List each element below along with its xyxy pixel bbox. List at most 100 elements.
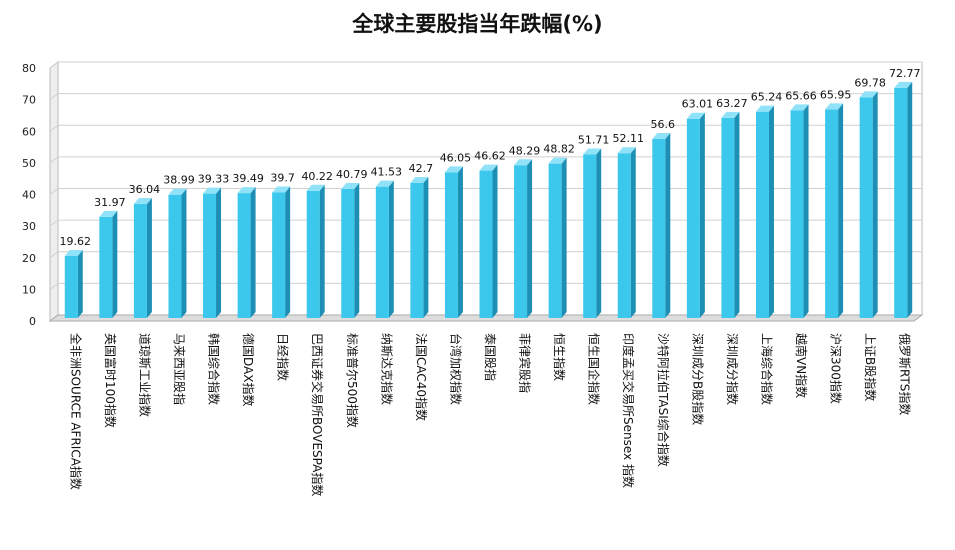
data-label: 39.33 <box>198 173 230 186</box>
gridline-side <box>49 251 59 259</box>
x-tick-label: 全非洲SOURCE AFRICA指数 <box>68 333 83 490</box>
bar-top <box>894 81 913 88</box>
bar-front <box>548 163 562 318</box>
data-label: 56.6 <box>651 118 676 131</box>
x-axis-labels: 全非洲SOURCE AFRICA指数 英国富时100指数 道琼斯工业指数 马来西亚股指… <box>68 333 912 496</box>
x-tick-label: 沙特阿拉伯TASI综合指数 <box>656 333 671 467</box>
bar <box>755 105 774 318</box>
data-label: 38.99 <box>163 174 195 187</box>
bar-front <box>652 139 666 318</box>
bar-side <box>181 188 187 318</box>
bar-top <box>99 210 118 217</box>
bar-front <box>237 193 251 318</box>
x-tick-label: 日经指数 <box>276 333 291 381</box>
bar-front <box>272 192 286 318</box>
data-label: 39.7 <box>270 171 295 184</box>
bar-side <box>457 166 463 318</box>
y-tick-label: 20 <box>22 252 36 265</box>
bar-top <box>203 187 222 194</box>
data-label: 36.04 <box>129 183 161 196</box>
bar <box>375 180 394 318</box>
gridline-side <box>49 124 59 132</box>
y-tick-label: 50 <box>22 157 36 170</box>
bar <box>237 187 256 318</box>
bar <box>859 91 878 319</box>
bar-side <box>146 198 152 318</box>
x-tick-label: 马来西亚股指 <box>172 333 187 405</box>
bar-top <box>341 183 360 190</box>
bar-top <box>755 105 774 112</box>
y-tick-label: 60 <box>22 125 36 138</box>
bar-top <box>306 184 325 191</box>
y-tick-label: 10 <box>22 283 36 296</box>
bar-top <box>721 111 740 118</box>
bar-top <box>237 187 256 194</box>
bar-top <box>133 198 152 205</box>
bar-side <box>734 111 740 318</box>
bar-side <box>319 184 325 318</box>
bar-front <box>203 193 217 318</box>
data-label: 69.78 <box>854 76 886 89</box>
x-tick-label: 深圳成分B股指数 <box>690 333 705 425</box>
bar-top <box>686 112 705 119</box>
bar-front <box>617 153 631 318</box>
bar-top <box>514 159 533 166</box>
bar-front <box>64 255 78 318</box>
data-label: 46.05 <box>440 151 472 164</box>
bar-front <box>859 97 873 319</box>
bar <box>825 103 844 318</box>
bar <box>686 112 705 319</box>
x-tick-label: 印度孟买交易所Sensex 指数 <box>621 333 636 488</box>
bar-side <box>423 176 429 318</box>
x-tick-label: 菲律宾股指 <box>518 333 533 393</box>
bar <box>652 133 671 318</box>
bar-top <box>583 148 602 155</box>
bar-top <box>272 186 291 193</box>
gridline-side <box>49 156 59 164</box>
bar-top <box>375 180 394 187</box>
bar-side <box>561 157 567 318</box>
bar-front <box>444 172 458 318</box>
bar <box>341 183 360 318</box>
x-tick-label: 沪深300指数 <box>829 333 844 404</box>
bar-side <box>77 249 83 318</box>
bar <box>203 187 222 318</box>
data-label: 65.66 <box>785 89 817 102</box>
data-label: 46.62 <box>474 150 506 163</box>
x-tick-label: 法国CAC40指数 <box>414 333 429 421</box>
data-label: 65.95 <box>820 88 852 101</box>
bar-side <box>354 183 360 318</box>
bar-front <box>375 186 389 318</box>
bar <box>514 159 533 318</box>
bar-front <box>583 154 597 318</box>
data-label: 40.79 <box>336 168 368 181</box>
bar <box>548 157 567 318</box>
bar-top <box>168 188 187 195</box>
bar-front <box>410 182 424 318</box>
bar-front <box>514 165 528 318</box>
x-tick-label: 泰国股指 <box>483 333 498 381</box>
x-tick-label: 英国富时100指数 <box>103 333 118 428</box>
bar-front <box>306 190 320 318</box>
bar-top <box>410 176 429 183</box>
bar-top <box>790 104 809 111</box>
bar <box>64 249 83 318</box>
data-label: 40.22 <box>301 170 333 183</box>
bar <box>168 188 187 318</box>
chart-title: 全球主要股指当年跌幅(%) <box>352 12 603 36</box>
bar-side <box>216 187 222 318</box>
data-label: 48.29 <box>509 144 541 157</box>
bar-top <box>479 164 498 171</box>
data-label: 41.53 <box>371 166 403 179</box>
bar <box>306 184 325 318</box>
bar-front <box>341 189 355 318</box>
bar-side <box>285 186 291 318</box>
bar-front <box>790 110 804 318</box>
x-tick-label: 越南VN指数 <box>794 333 809 398</box>
bar-side <box>665 133 671 318</box>
y-tick-label: 80 <box>22 62 36 75</box>
x-tick-label: 恒生指数 <box>552 333 567 381</box>
bar-side <box>907 81 913 319</box>
